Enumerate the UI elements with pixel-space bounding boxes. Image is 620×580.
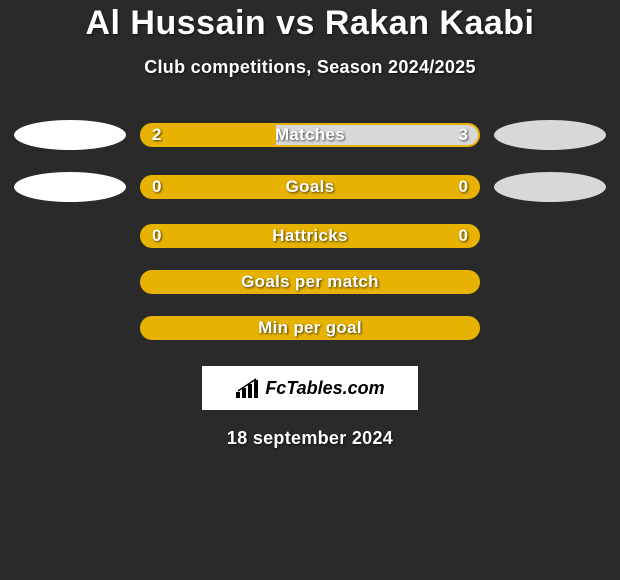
- stat-value-right: 0: [459, 226, 468, 246]
- stat-label: Goals: [286, 177, 335, 197]
- stat-value-right: 0: [459, 177, 468, 197]
- stat-value-left: 0: [152, 226, 161, 246]
- stat-label: Min per goal: [258, 318, 362, 338]
- stat-label: Matches: [275, 125, 345, 145]
- player-right-oval: [494, 172, 606, 202]
- side-left: [0, 172, 140, 202]
- stat-bar: 2 3 Matches: [140, 123, 480, 147]
- side-right: [480, 172, 620, 202]
- stat-row: 0 0 Hattricks: [0, 224, 620, 248]
- stats-card: Al Hussain vs Rakan Kaabi Club competiti…: [0, 0, 620, 449]
- logo-box: FcTables.com: [202, 366, 418, 410]
- bar-fill-left: [142, 125, 276, 145]
- stat-row: 0 0 Goals: [0, 172, 620, 202]
- side-left: [0, 120, 140, 150]
- stat-rows: 2 3 Matches 0 0 Goals 0 0 Hattricks Goals per mat…: [0, 120, 620, 340]
- stat-label: Hattricks: [272, 226, 347, 246]
- page-title: Al Hussain vs Rakan Kaabi: [0, 4, 620, 43]
- stat-row: Min per goal: [0, 316, 620, 340]
- stat-bar: Min per goal: [140, 316, 480, 340]
- side-right: [480, 120, 620, 150]
- bars-icon: [235, 378, 261, 398]
- subtitle: Club competitions, Season 2024/2025: [0, 57, 620, 78]
- logo-text: FcTables.com: [265, 378, 384, 399]
- stat-bar: Goals per match: [140, 270, 480, 294]
- player-left-oval: [14, 172, 126, 202]
- stat-value-left: 2: [152, 125, 161, 145]
- stat-label: Goals per match: [241, 272, 379, 292]
- player-left-oval: [14, 120, 126, 150]
- stat-row: 2 3 Matches: [0, 120, 620, 150]
- stat-bar: 0 0 Hattricks: [140, 224, 480, 248]
- player-right-oval: [494, 120, 606, 150]
- stat-value-left: 0: [152, 177, 161, 197]
- stat-value-right: 3: [459, 125, 468, 145]
- stat-bar: 0 0 Goals: [140, 175, 480, 199]
- date-text: 18 september 2024: [0, 428, 620, 449]
- stat-row: Goals per match: [0, 270, 620, 294]
